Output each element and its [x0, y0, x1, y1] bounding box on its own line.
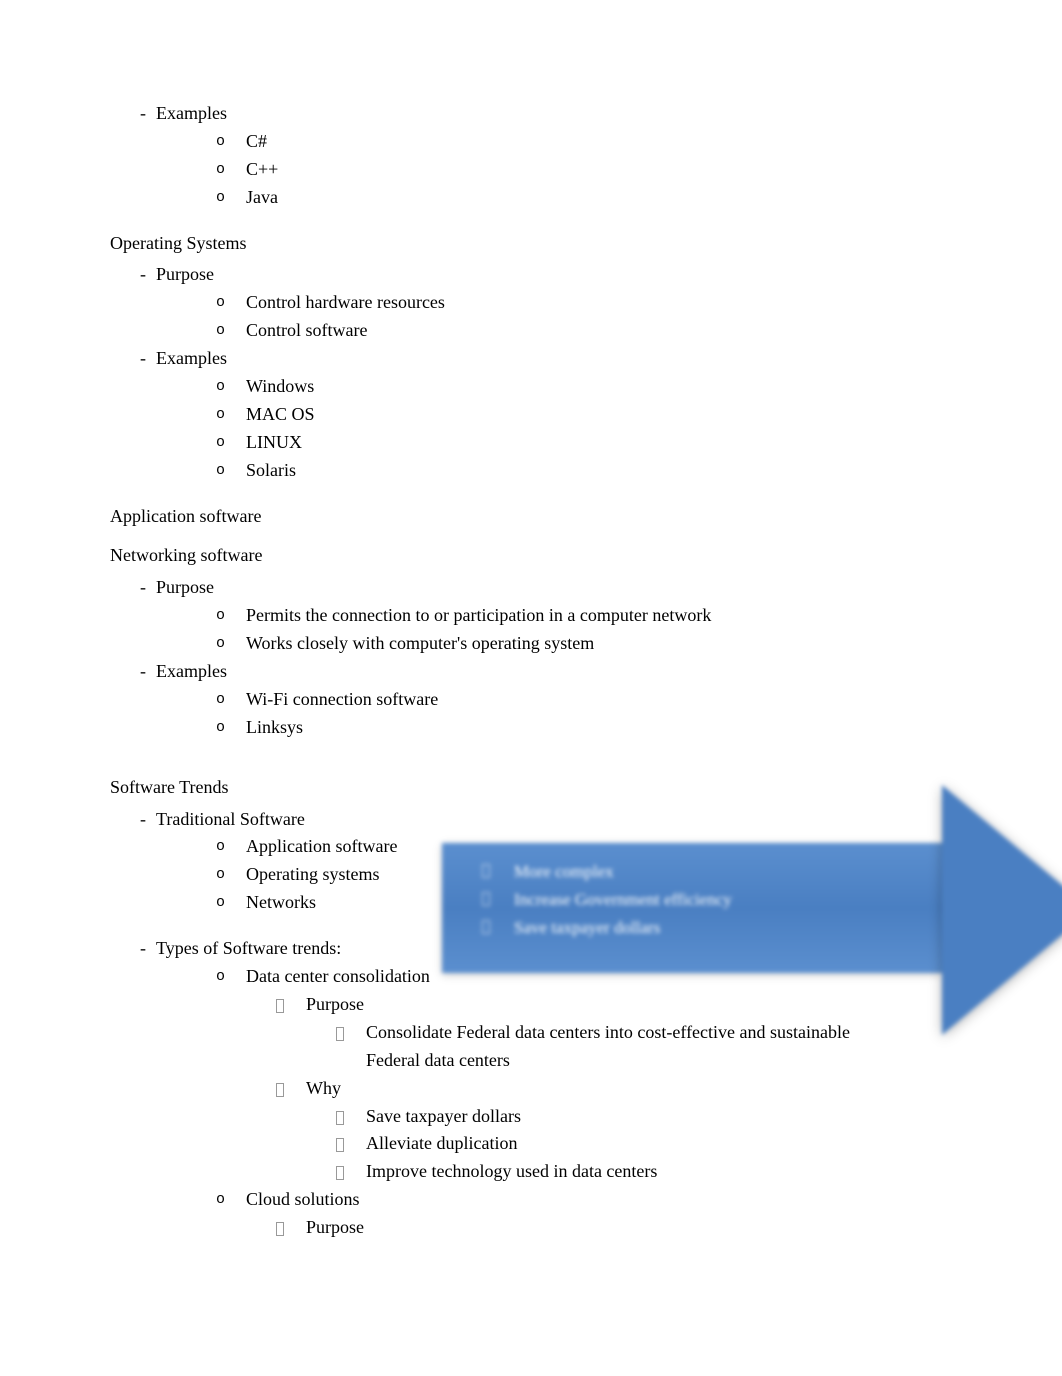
list-item: Java	[110, 184, 952, 212]
list-item: Consolidate Federal data centers into co…	[110, 1019, 952, 1075]
list-item: Linksys	[110, 714, 952, 742]
list-item: C#	[110, 128, 952, 156]
traditional-heading: Traditional Software	[110, 806, 952, 834]
networking-heading: Networking software	[110, 542, 952, 570]
purpose-heading: Purpose	[110, 574, 952, 602]
list-item: MAC OS	[110, 401, 952, 429]
arrow-head-icon	[942, 785, 1062, 1035]
purpose-heading: Purpose	[110, 261, 952, 289]
document-content: Examples C# C++ Java Operating Systems P…	[110, 100, 952, 1242]
why-label: Why	[110, 1075, 952, 1103]
purpose-label: Purpose	[110, 991, 952, 1019]
types-heading: Types of Software trends:	[110, 935, 952, 963]
list-item: Permits the connection to or participati…	[110, 602, 952, 630]
examples-heading: Examples	[110, 100, 952, 128]
list-item: Operating systems	[110, 861, 952, 889]
list-item: Control hardware resources	[110, 289, 952, 317]
list-item: Application software	[110, 833, 952, 861]
list-item: C++	[110, 156, 952, 184]
cloud-heading: Cloud solutions	[110, 1186, 952, 1214]
trends-heading: Software Trends	[110, 774, 952, 802]
list-item: Networks	[110, 889, 952, 917]
list-item: Save taxpayer dollars	[110, 1103, 952, 1131]
examples-heading: Examples	[110, 658, 952, 686]
dcc-heading: Data center consolidation	[110, 963, 952, 991]
list-item: Control software	[110, 317, 952, 345]
list-item: Alleviate duplication	[110, 1130, 952, 1158]
list-item: LINUX	[110, 429, 952, 457]
list-item: Works closely with computer's operating …	[110, 630, 952, 658]
examples-heading: Examples	[110, 345, 952, 373]
list-item: Wi-Fi connection software	[110, 686, 952, 714]
list-item: Solaris	[110, 457, 952, 485]
list-item: Improve technology used in data centers	[110, 1158, 952, 1186]
list-item: Windows	[110, 373, 952, 401]
os-heading: Operating Systems	[110, 230, 952, 258]
purpose-label: Purpose	[110, 1214, 952, 1242]
app-software-heading: Application software	[110, 503, 952, 531]
